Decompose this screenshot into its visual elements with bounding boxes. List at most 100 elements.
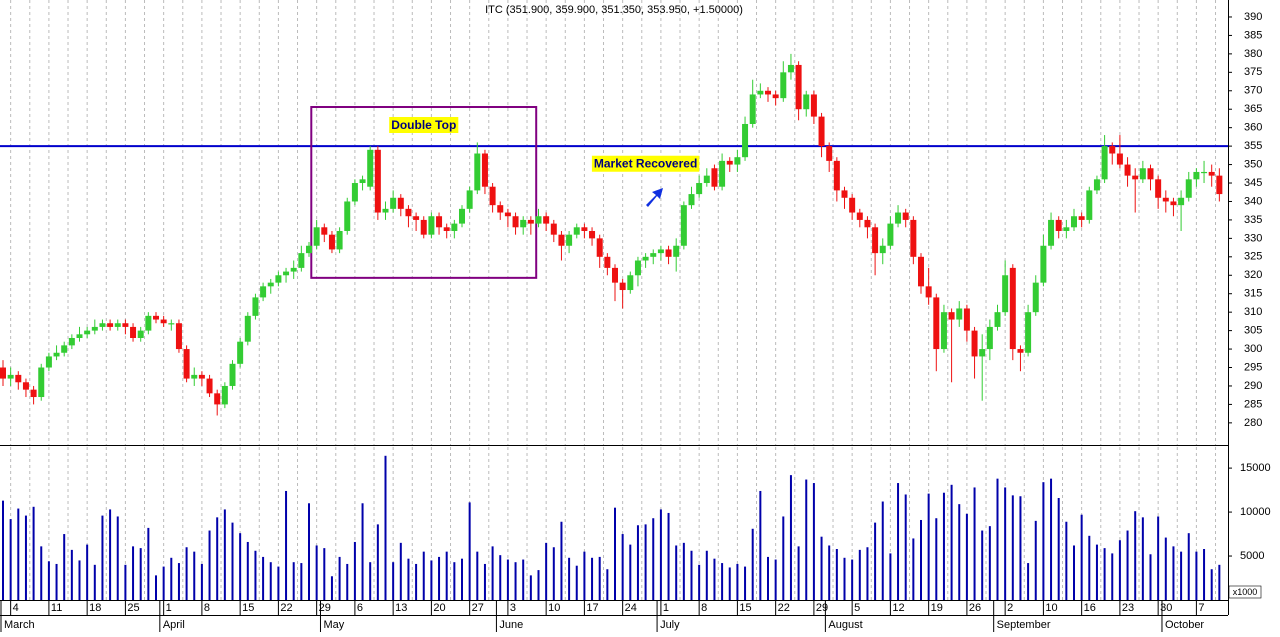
volume-bar (78, 560, 81, 600)
candle-body (99, 323, 106, 327)
volume-bar (369, 562, 372, 600)
candle-body (390, 197, 397, 209)
y-tick-label: 370 (1244, 85, 1262, 97)
candle-body (91, 326, 98, 331)
volume-bar (1126, 530, 1129, 600)
volume-bar (1111, 553, 1114, 600)
volume-bar (308, 503, 310, 600)
volume-bar (927, 493, 930, 600)
volume-bar (300, 563, 303, 600)
volume-bar (942, 492, 945, 600)
y-tick-label: 280 (1244, 417, 1262, 429)
candle-body (15, 374, 22, 383)
volume-bar (1203, 549, 1206, 600)
candle-body (260, 286, 267, 298)
volume-bar (1088, 535, 1091, 600)
x-tick-label: 16 (1084, 602, 1096, 614)
x-tick-label: 13 (395, 602, 407, 614)
volume-bar (231, 522, 234, 600)
volume-bar (912, 538, 915, 600)
candle-body (137, 330, 144, 338)
candle-body (237, 341, 244, 364)
volume-bar (185, 547, 188, 600)
volume-bar (935, 518, 938, 600)
volume-bar (86, 544, 89, 600)
candle-body (688, 194, 695, 206)
y-tick-label: 300 (1244, 343, 1262, 355)
candle-body (0, 367, 6, 379)
candle-body (1139, 168, 1146, 180)
candle-body (818, 116, 825, 147)
x-tick-label: 25 (127, 602, 139, 614)
x-tick-label: 8 (701, 602, 707, 614)
volume-bar (583, 551, 586, 600)
volume-bar (698, 564, 701, 600)
arrow (646, 188, 663, 207)
volume-bar (904, 494, 907, 600)
volume-bar (920, 519, 922, 600)
volume-bar (759, 490, 762, 600)
candle-body (1025, 312, 1032, 353)
volume-bar (346, 563, 349, 600)
candle-body (474, 153, 481, 191)
volume-bar (445, 551, 448, 600)
candle-body (53, 352, 60, 357)
candle-body (856, 212, 863, 220)
candle-body (665, 249, 672, 257)
candle-body (466, 190, 473, 209)
annotation-background (389, 116, 459, 133)
volume-bar (116, 516, 119, 600)
chart-title: ITC (351.900, 359.900, 351.350, 353.950,… (485, 4, 743, 16)
volume-bar (468, 502, 471, 600)
volume-bar (139, 548, 142, 600)
candle-body (1055, 219, 1062, 231)
volume-bar (1034, 520, 1037, 600)
volume-bar (200, 563, 203, 600)
candle-body (703, 175, 710, 184)
volume-bar (315, 545, 318, 600)
candle-body (367, 149, 374, 187)
y-tick-label: 330 (1244, 232, 1262, 244)
volume-bar (767, 556, 769, 600)
candle-body (765, 90, 771, 95)
y-tick-label: 335 (1244, 214, 1262, 226)
y-tick-label: 315 (1244, 288, 1262, 300)
x-tick-label: 11 (51, 602, 62, 614)
candle-body (940, 312, 947, 350)
candle-body (1193, 171, 1200, 180)
candle-body (650, 253, 657, 257)
volume-bar (598, 556, 601, 600)
candle-body (221, 385, 228, 405)
candle-body (520, 219, 527, 228)
volume-bar (338, 556, 341, 600)
volume-bar (223, 509, 226, 600)
volume-bar (537, 570, 540, 600)
volume-bar (1042, 482, 1045, 600)
month-label: July (660, 619, 680, 631)
candle-body (589, 230, 596, 239)
candle-body (7, 374, 14, 379)
candle-body (459, 208, 465, 224)
candle-body (1071, 216, 1077, 228)
candle-body (1017, 349, 1024, 353)
volume-bar (744, 566, 747, 600)
volume-bar (47, 561, 50, 600)
volume-bar (751, 528, 754, 600)
candle-body (198, 374, 205, 379)
candle-body (336, 230, 343, 250)
volume-bar (170, 557, 173, 600)
volume-bar (330, 576, 333, 600)
candle-body (145, 315, 152, 331)
volume-bar (965, 513, 968, 600)
y-tick-label: 310 (1244, 306, 1262, 318)
candle-body (183, 349, 190, 379)
volume-bar (124, 564, 127, 600)
volume-bar (881, 501, 884, 600)
candle-body (107, 323, 114, 327)
candle-body (1048, 219, 1055, 246)
candle-body (826, 146, 833, 161)
candle-body (229, 363, 236, 386)
volume-bar (851, 559, 854, 600)
volume-bar (614, 507, 616, 600)
volume-bar (1218, 564, 1221, 600)
